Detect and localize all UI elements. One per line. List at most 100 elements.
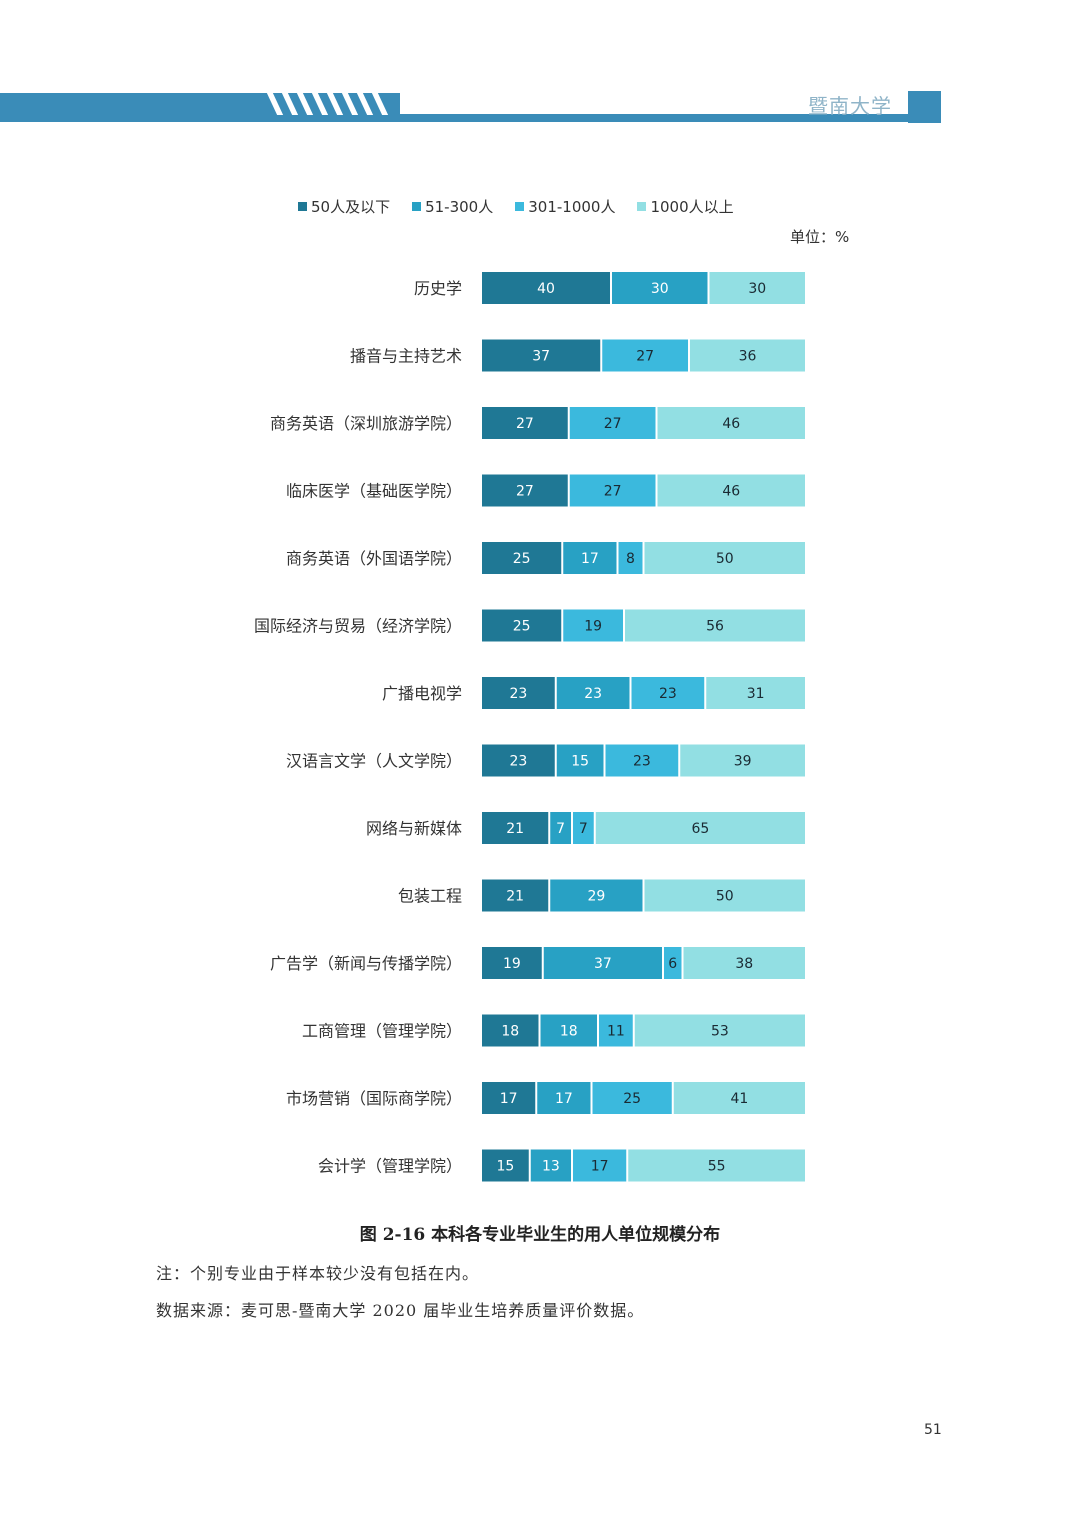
category-label: 市场营销（国际商学院）: [286, 1089, 462, 1108]
data-label: 23: [509, 686, 527, 702]
bar-segment: [482, 1149, 529, 1182]
category-label: 播音与主持艺术: [350, 347, 462, 366]
bar-segment: [482, 1082, 536, 1114]
data-label: 19: [584, 619, 602, 635]
category-label: 商务英语（外国语学院）: [286, 549, 462, 568]
bar-segment: [657, 474, 805, 507]
data-source: 数据来源：麦可思-暨南大学 2020 届毕业生培养质量评价数据。: [156, 1301, 645, 1320]
legend-swatch: [298, 202, 307, 211]
bar-segment: [605, 744, 679, 777]
bar-segment: [569, 474, 656, 507]
category-label: 包装工程: [398, 887, 462, 906]
data-label: 21: [506, 889, 524, 905]
header-title: 暨南大学: [808, 94, 892, 118]
category-label: 国际经济与贸易（经济学院）: [254, 617, 462, 636]
data-label: 7: [556, 821, 565, 837]
bar-segment: [644, 879, 805, 912]
data-label: 8: [626, 551, 635, 567]
data-label: 31: [747, 686, 765, 702]
header-line: [0, 114, 910, 122]
data-label: 55: [708, 1159, 726, 1175]
category-label: 广告学（新闻与传播学院）: [270, 954, 462, 973]
data-label: 18: [501, 1024, 519, 1040]
bar-segment: [543, 947, 662, 979]
legend-swatch: [515, 202, 525, 211]
bar-segment: [550, 812, 571, 844]
bar-segment: [612, 272, 708, 304]
data-label: 30: [651, 281, 669, 297]
bar-segment: [709, 272, 805, 304]
data-label: 18: [560, 1024, 578, 1040]
data-label: 65: [691, 821, 709, 837]
data-label: 21: [506, 821, 524, 837]
data-label: 11: [607, 1024, 625, 1040]
data-label: 7: [579, 821, 588, 837]
data-label: 17: [500, 1091, 518, 1107]
data-label: 15: [571, 754, 589, 770]
legend-item: 301-1000人: [515, 196, 615, 217]
bar-segment: [706, 677, 805, 709]
data-label: 23: [509, 754, 527, 770]
category-label: 工商管理（管理学院）: [302, 1022, 462, 1041]
bar-segment: [690, 339, 805, 372]
unit-label: 单位：%: [790, 228, 850, 246]
bar-segment: [482, 609, 562, 642]
chart-legend: 50人及以下 51-300人 301-1000人 1000人以上: [298, 196, 734, 217]
figure-caption: 图 2-16 本科各专业毕业生的用人单位规模分布: [359, 1225, 721, 1245]
bar-segment: [550, 879, 643, 912]
bar-segment: [482, 272, 610, 304]
bar-segment: [556, 677, 630, 709]
category-label: 商务英语（深圳旅游学院）: [270, 414, 462, 433]
bar-segment: [634, 1014, 805, 1047]
data-label: 56: [706, 619, 724, 635]
bar-segment: [540, 1014, 597, 1047]
data-label: 46: [722, 484, 740, 500]
data-label: 25: [513, 619, 531, 635]
bar-segment: [482, 339, 601, 372]
bar-segment: [556, 744, 604, 777]
bar-segment: [673, 1082, 805, 1114]
bar-segment: [657, 407, 805, 439]
legend-swatch: [412, 202, 422, 211]
legend-swatch: [637, 202, 647, 211]
data-label: 50: [716, 551, 734, 567]
category-label: 广播电视学: [382, 684, 462, 703]
bar-segment: [482, 947, 542, 979]
data-label: 29: [587, 889, 605, 905]
data-label: 27: [636, 349, 654, 365]
data-label: 39: [734, 754, 752, 770]
category-label: 汉语言文学（人文学院）: [286, 752, 462, 771]
bar-segment: [680, 744, 805, 777]
bar-segment: [563, 542, 617, 574]
category-label: 历史学: [414, 279, 462, 298]
bar-segment: [569, 407, 656, 439]
data-label: 40: [537, 281, 555, 297]
data-label: 37: [532, 349, 550, 365]
data-label: 23: [633, 754, 651, 770]
bar-segment: [628, 1149, 805, 1182]
page-number: 51: [924, 1422, 942, 1438]
data-label: 36: [739, 349, 757, 365]
legend-label: 51-300人: [425, 198, 494, 216]
data-label: 6: [668, 956, 677, 972]
bar-segment: [530, 1149, 571, 1182]
bar-segment: [482, 474, 568, 507]
bar-segment: [595, 812, 805, 844]
data-label: 30: [748, 281, 766, 297]
bar-segment: [573, 1149, 627, 1182]
bar-segment: [625, 609, 805, 642]
data-label: 23: [584, 686, 602, 702]
bar-segment: [563, 609, 623, 642]
data-label: 27: [604, 484, 622, 500]
bar-segment: [631, 677, 705, 709]
legend-label: 1000人以上: [650, 198, 734, 216]
data-label: 15: [496, 1159, 514, 1175]
data-label: 38: [735, 956, 753, 972]
bar-segment: [482, 542, 562, 574]
data-label: 50: [716, 889, 734, 905]
bar-segment: [664, 947, 682, 979]
legend-item: 51-300人: [412, 196, 493, 217]
data-label: 53: [711, 1024, 729, 1040]
data-label: 17: [591, 1159, 609, 1175]
